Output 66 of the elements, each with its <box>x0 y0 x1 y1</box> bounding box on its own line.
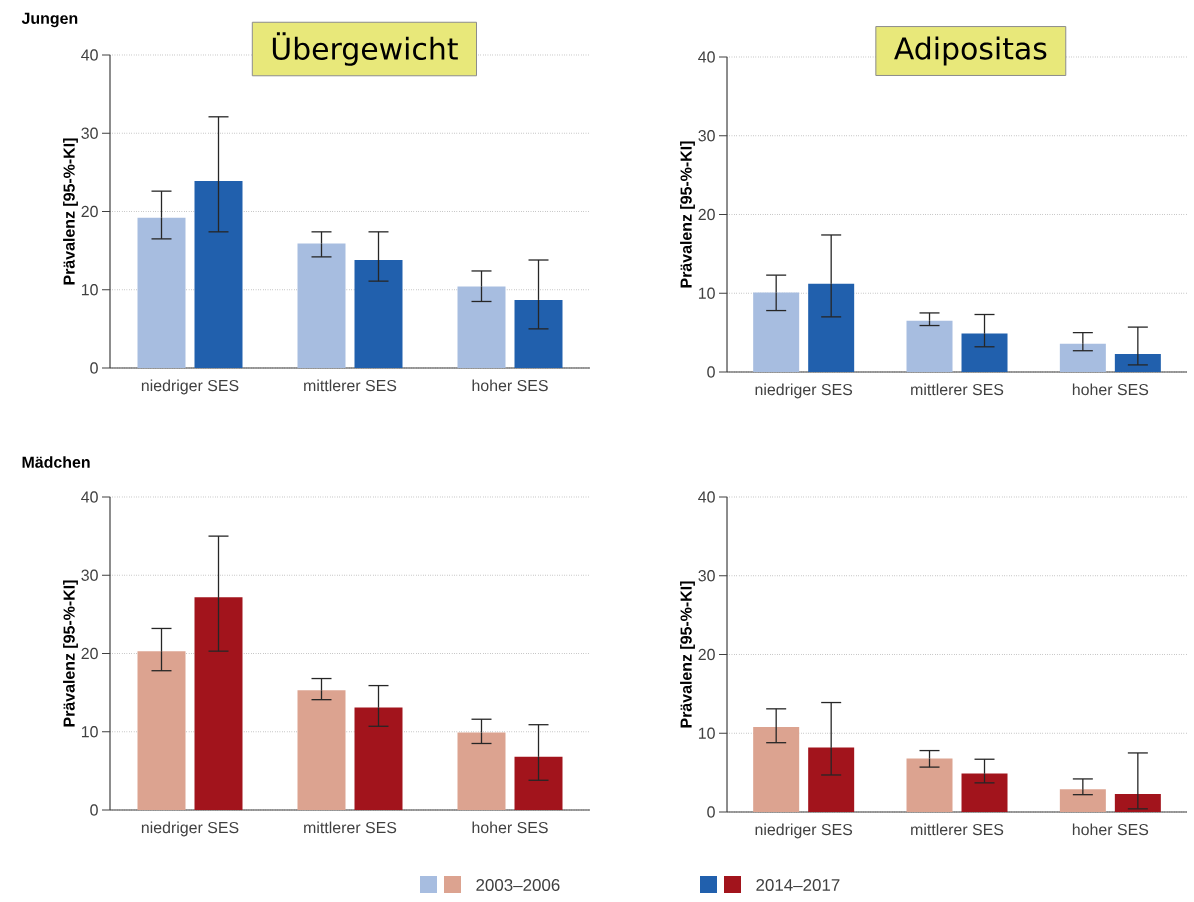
bar <box>1114 793 1161 812</box>
x-tick-label: mittlerer SES <box>304 821 397 834</box>
y-axis-title: Prävalenz [95-%-KI] <box>680 141 695 288</box>
y-axis-title: Prävalenz [95-%-KI] <box>63 138 78 285</box>
chart-title: Adipositas <box>894 36 1047 66</box>
bar <box>354 707 403 810</box>
y-tick-label: 10 <box>81 726 98 738</box>
x-tick-label: niedriger SES <box>141 821 239 837</box>
x-tick-label: niedriger SES <box>141 379 239 395</box>
y-tick-label: 40 <box>81 49 98 61</box>
bar <box>906 758 953 812</box>
chart-subtitle: Jungen <box>21 12 78 28</box>
x-tick-label: niedriger SES <box>755 383 853 399</box>
y-tick-label: 30 <box>81 127 98 139</box>
bar <box>194 180 243 368</box>
y-tick-label: 10 <box>81 284 98 296</box>
x-tick-label: mittlerer SES <box>304 379 397 392</box>
y-axis-title: Prävalenz [95-%-KI] <box>63 580 78 727</box>
y-tick-label: 20 <box>81 205 98 218</box>
x-tick-label: hoher SES <box>472 379 548 392</box>
bar <box>753 726 800 812</box>
bar <box>137 217 186 368</box>
chart-title: Übergewicht <box>272 32 458 66</box>
bar <box>194 597 243 810</box>
x-tick-label: hoher SES <box>1072 823 1149 836</box>
y-tick-label: 40 <box>698 491 715 503</box>
y-tick-label: 0 <box>707 806 715 818</box>
x-tick-label: hoher SES <box>1072 383 1149 396</box>
bar <box>137 651 186 810</box>
y-tick-label: 0 <box>90 362 98 374</box>
bar <box>753 292 800 372</box>
x-tick-label: mittlerer SES <box>911 823 1004 836</box>
x-tick-label: niedriger SES <box>755 823 853 839</box>
bar <box>514 756 563 810</box>
x-tick-label: hoher SES <box>472 821 548 834</box>
legend-label: 2003–2006 <box>476 879 560 891</box>
bar <box>1114 353 1161 372</box>
x-tick-label: mittlerer SES <box>911 383 1004 396</box>
bar <box>808 283 855 372</box>
y-tick-label: 20 <box>81 647 98 660</box>
bar <box>457 732 506 810</box>
y-tick-label: 40 <box>698 51 715 63</box>
chart-subtitle: Mädchen <box>22 456 90 468</box>
y-tick-label: 30 <box>698 570 715 582</box>
bar <box>961 333 1008 372</box>
bar <box>1059 789 1106 812</box>
bar <box>354 260 403 368</box>
legend-label: 2014–2017 <box>756 879 840 891</box>
y-tick-label: 10 <box>698 727 715 739</box>
bar <box>297 243 346 368</box>
y-tick-label: 30 <box>698 130 715 142</box>
y-tick-label: 0 <box>90 804 98 816</box>
y-tick-label: 20 <box>698 208 715 221</box>
bar <box>457 286 506 368</box>
y-tick-label: 0 <box>707 366 715 378</box>
bar <box>514 299 563 368</box>
y-tick-label: 20 <box>698 648 715 661</box>
y-axis-title: Prävalenz [95-%-KI] <box>680 581 695 728</box>
y-tick-label: 30 <box>81 569 98 581</box>
bar <box>297 690 346 810</box>
bar <box>1059 343 1106 372</box>
y-tick-label: 40 <box>81 491 98 503</box>
y-tick-label: 10 <box>698 287 715 299</box>
bar <box>906 320 953 372</box>
bar <box>808 747 855 812</box>
bar <box>961 773 1008 812</box>
